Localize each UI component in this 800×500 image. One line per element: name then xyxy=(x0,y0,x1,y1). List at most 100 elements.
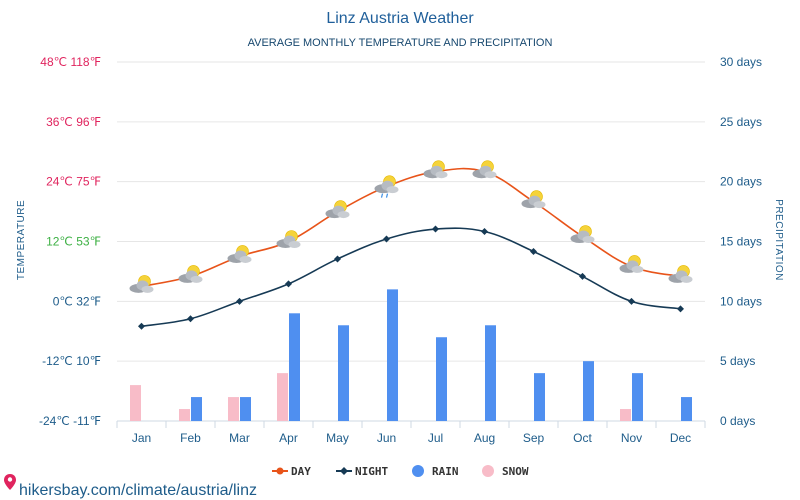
rain-drop xyxy=(385,193,389,198)
legend-item-night: NIGHT xyxy=(336,465,388,478)
rain-bar xyxy=(436,337,447,421)
rain-bar xyxy=(387,289,398,421)
rain-bar xyxy=(632,373,643,421)
snow-bar xyxy=(130,385,141,421)
legend-marker xyxy=(276,467,284,475)
partly-cloudy-icon xyxy=(570,225,595,244)
y-axis-left-title: TEMPERATURE xyxy=(16,200,27,280)
legend-marker xyxy=(340,467,348,475)
cloud-shape xyxy=(631,265,644,273)
grid-lines xyxy=(117,61,705,422)
y-tick-label-left: 0℃ 32℉ xyxy=(53,294,101,308)
rain-bar xyxy=(191,397,202,421)
cloud-shape xyxy=(288,241,301,248)
rain-bar xyxy=(338,325,349,421)
snow-bar xyxy=(620,409,631,421)
watermark-text: hikersbay.com/climate/austria/linz xyxy=(19,482,257,499)
legend-label: SNOW xyxy=(502,465,529,478)
rain-bar xyxy=(289,313,300,421)
x-tick-label: May xyxy=(326,431,349,445)
legend-item-rain: RAIN xyxy=(412,465,459,478)
snow-bar xyxy=(179,409,190,421)
legend-swatch xyxy=(482,465,494,477)
rain-bar xyxy=(534,373,545,421)
legend-label: RAIN xyxy=(432,465,459,478)
night-point xyxy=(334,255,341,263)
day-line xyxy=(141,167,681,288)
cloud-shape xyxy=(141,285,154,293)
y-tick-label-left: -24℃ -11℉ xyxy=(39,414,101,428)
y-tick-label-left: 36℃ 96℉ xyxy=(46,115,101,129)
y-axis-left: 48℃ 118℉ 36℃ 96℉ 24℃ 75℉ 12℃ 53℉ 0℃ 32℉ -12℃ … xyxy=(39,55,101,428)
x-tick-label: Dec xyxy=(670,431,691,445)
y-tick-label-right: 20 days xyxy=(720,175,762,189)
x-tick-label: Jun xyxy=(377,431,396,445)
partly-cloudy-icon xyxy=(423,160,448,179)
partly-cloudy-icon xyxy=(325,200,350,219)
partly-cloudy-icon xyxy=(227,245,252,263)
y-tick-label-left: 12℃ 53℉ xyxy=(46,235,101,249)
night-point xyxy=(138,322,145,330)
map-pin-icon xyxy=(4,474,16,490)
x-tick-label: Mar xyxy=(229,431,250,445)
night-point xyxy=(530,247,537,255)
x-tick-label: Sep xyxy=(523,431,545,445)
cloud-shape xyxy=(582,236,595,244)
cloud-shape xyxy=(239,255,252,263)
cloud-shape xyxy=(435,171,448,179)
legend-swatch xyxy=(412,465,424,477)
rain-bar xyxy=(485,325,496,421)
snow-bar xyxy=(228,397,239,421)
cloud-shape xyxy=(190,275,203,283)
night-point xyxy=(677,305,684,313)
y-tick-label-right: 30 days xyxy=(720,55,762,69)
x-tick-label: Jul xyxy=(428,431,443,445)
chart-title: Linz Austria Weather xyxy=(326,10,474,27)
partly-cloudy-icon xyxy=(521,190,546,209)
legend-item-snow: SNOW xyxy=(482,465,529,478)
rain-bar xyxy=(240,397,251,421)
cloud-shape xyxy=(484,171,497,179)
cloud-shape xyxy=(680,275,693,283)
partly-cloudy-icon xyxy=(472,160,497,179)
night-point xyxy=(481,228,488,236)
legend-label: NIGHT xyxy=(355,465,388,478)
rain-bar xyxy=(583,361,594,421)
cloud-shape xyxy=(337,211,350,219)
y-tick-label-left: -12℃ 10℉ xyxy=(42,354,101,368)
y-tick-label-right: 15 days xyxy=(720,235,762,249)
x-tick-label: Apr xyxy=(279,431,298,445)
y-tick-label-right: 0 days xyxy=(720,414,755,428)
y-axis-right-title: PRECIPITATION xyxy=(773,199,784,281)
x-tick-label: Feb xyxy=(180,431,201,445)
night-point xyxy=(432,225,439,233)
cloud-shape xyxy=(386,186,399,194)
y-axis-right: 30 days 25 days 20 days 15 days 10 days 5 day… xyxy=(720,55,762,428)
partly-cloudy-icon xyxy=(129,275,154,293)
night-point xyxy=(187,315,194,323)
rain-cloud-icon xyxy=(374,175,399,198)
temperature-lines xyxy=(138,167,684,330)
y-tick-label-left: 24℃ 75℉ xyxy=(46,175,101,189)
rain-bar xyxy=(681,397,692,421)
precipitation-bars xyxy=(130,289,692,421)
snow-bar xyxy=(277,373,288,421)
x-axis: Jan Feb Mar Apr May Jun Jul Aug Sep Oct Nov Dec xyxy=(116,420,706,445)
weather-icons xyxy=(129,160,693,293)
partly-cloudy-icon xyxy=(668,265,693,283)
partly-cloudy-icon xyxy=(178,265,203,283)
chart-subtitle: AVERAGE MONTHLY TEMPERATURE AND PRECIPIT… xyxy=(248,37,553,49)
night-line xyxy=(141,227,681,328)
night-point xyxy=(285,280,292,288)
legend-item-day: DAY xyxy=(272,465,311,478)
partly-cloudy-icon xyxy=(619,255,644,273)
y-tick-label-right: 5 days xyxy=(720,354,755,368)
x-tick-label: Oct xyxy=(573,431,592,445)
rain-drop xyxy=(380,193,384,198)
night-point xyxy=(628,297,635,305)
y-tick-label-left: 48℃ 118℉ xyxy=(40,55,101,69)
x-tick-label: Jan xyxy=(132,431,151,445)
y-tick-label-right: 25 days xyxy=(720,115,762,129)
night-point xyxy=(579,272,586,280)
